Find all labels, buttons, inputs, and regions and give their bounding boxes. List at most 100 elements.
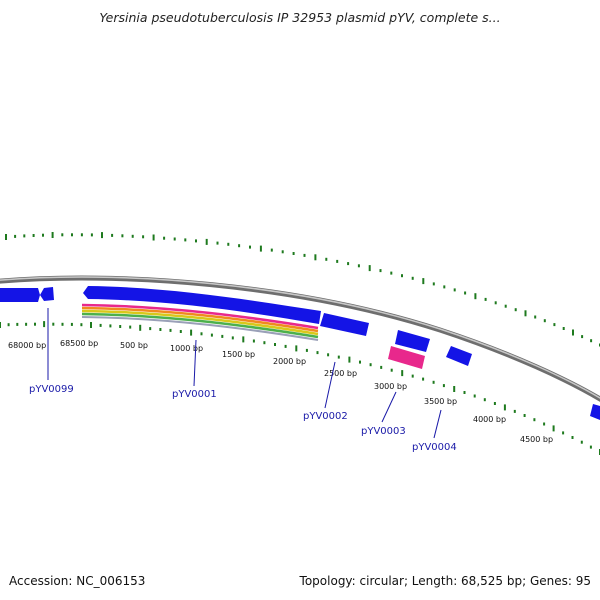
tick-label: 4000 bp (473, 415, 506, 424)
minor-tick (463, 391, 466, 394)
minor-tick (432, 282, 435, 286)
major-tick (422, 278, 425, 285)
gene-label-leaders (47, 308, 442, 439)
minor-tick (553, 323, 556, 327)
tick-label: 2000 bp (273, 357, 306, 366)
gene-label-pyv0003[interactable]: pYV0003 (361, 426, 406, 437)
gene-block[interactable] (40, 287, 54, 301)
minor-tick (159, 328, 162, 331)
tick-label: 68500 bp (60, 339, 98, 348)
minor-tick (281, 250, 284, 254)
minor-tick (504, 304, 507, 308)
minor-tick (129, 325, 132, 329)
minor-tick (111, 233, 114, 237)
minor-tick (493, 402, 496, 405)
gene-label-pyv0099[interactable]: pYV0099 (29, 384, 74, 395)
major-tick (552, 425, 555, 432)
minor-tick (34, 322, 36, 326)
minor-tick (42, 233, 44, 237)
minor-tick (562, 327, 565, 330)
minor-tick (221, 334, 224, 338)
minor-tick (534, 315, 537, 319)
major-tick (401, 370, 404, 377)
gene-block[interactable] (0, 288, 40, 302)
major-tick (524, 310, 527, 317)
minor-tick (252, 339, 255, 343)
minor-tick (316, 351, 319, 355)
minor-tick (200, 332, 203, 336)
gene-block[interactable] (83, 286, 321, 324)
minor-tick (571, 436, 574, 439)
gene-label-pyv0002[interactable]: pYV0002 (303, 411, 348, 422)
major-tick (348, 356, 351, 363)
gene-label-pyv0001[interactable]: pYV0001 (172, 389, 217, 400)
minor-tick (411, 276, 414, 280)
minor-tick (337, 355, 340, 359)
backbone-arc (0, 275, 600, 402)
minor-tick (589, 445, 592, 449)
minor-tick (210, 333, 213, 337)
minor-tick (179, 330, 182, 333)
minor-tick (109, 324, 112, 328)
gene-features (0, 286, 600, 420)
minor-tick (562, 431, 565, 435)
gene-block[interactable] (590, 404, 600, 420)
minor-tick (305, 348, 308, 352)
outer-tick-ring (5, 232, 600, 347)
minor-tick (494, 301, 497, 305)
minor-tick (90, 233, 93, 237)
tick-label: 68000 bp (8, 341, 46, 350)
minor-tick (533, 418, 536, 422)
minor-tick (195, 239, 197, 243)
minor-tick (80, 323, 83, 327)
major-tick (90, 322, 92, 328)
major-tick (5, 234, 7, 240)
major-tick (503, 404, 506, 411)
minor-tick (513, 409, 516, 413)
minor-tick (327, 353, 330, 357)
major-tick (453, 386, 456, 392)
minor-tick (23, 234, 26, 238)
pink-feature[interactable] (388, 346, 425, 369)
minor-tick (163, 236, 166, 240)
topology-summary: Topology: circular; Length: 68,525 bp; G… (299, 574, 591, 588)
minor-tick (422, 377, 425, 381)
minor-tick (263, 341, 266, 345)
minor-tick (216, 241, 219, 245)
minor-tick (380, 365, 383, 369)
minor-tick (184, 238, 187, 242)
minor-tick (359, 360, 361, 364)
minor-tick (71, 233, 73, 237)
minor-tick (580, 440, 583, 444)
accession-text: Accession: NC_006153 (9, 574, 146, 588)
major-tick (295, 345, 298, 352)
minor-tick (325, 257, 328, 261)
minor-tick (249, 245, 251, 249)
minor-tick (32, 234, 35, 237)
tick-label: 3500 bp (424, 397, 457, 406)
minor-tick (473, 394, 476, 398)
gene-block[interactable] (446, 346, 472, 366)
gene-block[interactable] (320, 313, 369, 336)
inner-tick-ring (0, 321, 600, 455)
major-tick (0, 322, 1, 328)
minor-tick (227, 242, 230, 246)
gene-labels: pYV0099 pYV0001 pYV0002 pYV0003 pYV0004 (29, 384, 457, 453)
minor-tick (514, 308, 517, 312)
minor-tick (70, 322, 73, 326)
minor-tick (270, 248, 273, 252)
gene-block[interactable] (395, 330, 430, 352)
minor-tick (453, 288, 456, 292)
major-tick (314, 254, 317, 261)
gene-label-pyv0004[interactable]: pYV0004 (412, 442, 457, 453)
minor-tick (131, 234, 134, 238)
minor-tick (411, 374, 414, 378)
minor-tick (231, 336, 234, 340)
minor-tick (357, 264, 360, 268)
minor-tick (379, 269, 382, 273)
minor-tick (7, 323, 10, 327)
major-tick (474, 293, 477, 300)
minor-tick (347, 262, 350, 266)
minor-tick (52, 322, 55, 326)
minor-tick (25, 322, 28, 326)
